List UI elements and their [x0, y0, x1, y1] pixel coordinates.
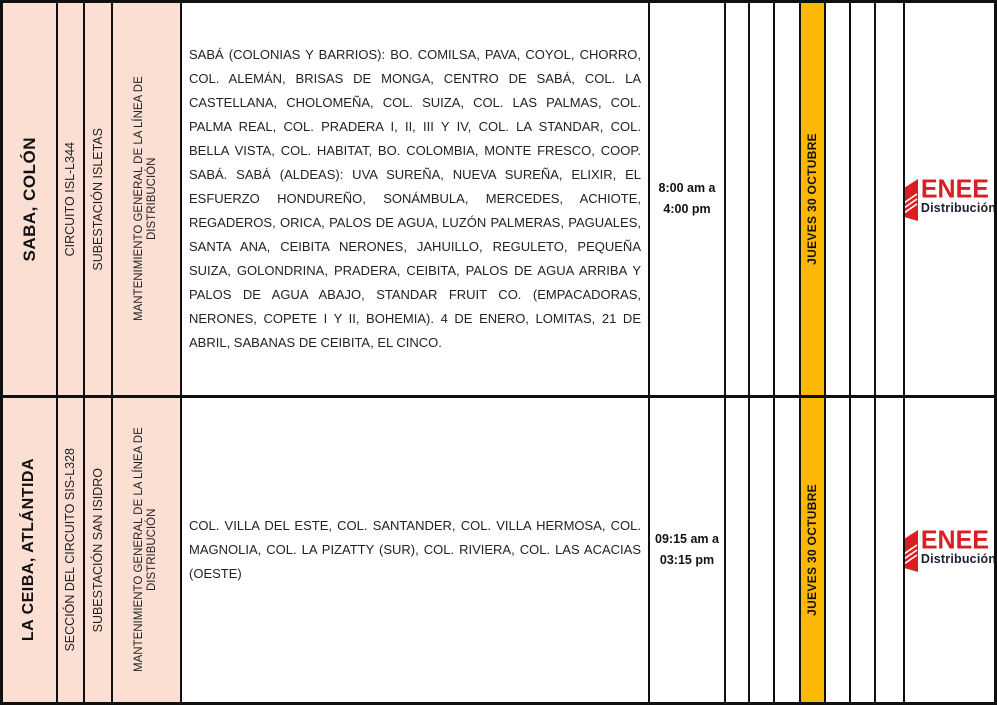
areas-text: COL. VILLA DEL ESTE, COL. SANTANDER, COL… — [189, 518, 641, 581]
circuit-cell: SECCIÓN DEL CIRCUITO SIS-L328 — [58, 398, 85, 702]
circuit-label: SECCIÓN DEL CIRCUITO SIS-L328 — [63, 448, 78, 652]
time-end: 03:15 pm — [659, 553, 715, 567]
enee-logo-mark-icon — [905, 179, 918, 221]
date-label: JUEVES 30 OCTUBRE — [804, 484, 819, 616]
date-label: JUEVES 30 OCTUBRE — [804, 133, 819, 265]
department-label: SABA, COLÓN — [19, 136, 39, 262]
enee-brand-text: ENEE — [920, 174, 989, 204]
enee-brand-text: ENEE — [920, 525, 989, 555]
department-cell: LA CEIBA, ATLÁNTIDA — [3, 398, 58, 702]
department-label: LA CEIBA, ATLÁNTIDA — [20, 458, 38, 642]
circuit-cell: CIRCUITO ISL-L344 — [58, 3, 85, 398]
enee-logo: ENEE Distribución — [905, 3, 994, 398]
spacer-cell — [876, 3, 905, 398]
work-type-label: MANTENIMIENTO GENERAL DE LA LÍNEA DE DIS… — [133, 427, 159, 673]
substation-label: SUBESTACIÓN ISLETAS — [90, 127, 105, 271]
spacer-cell — [750, 3, 775, 398]
work-type-cell: MANTENIMIENTO GENERAL DE LA LÍNEA DE DIS… — [113, 398, 182, 702]
enee-logo-mark-icon — [905, 530, 918, 572]
department-cell: SABA, COLÓN — [3, 3, 58, 398]
time-start: 09:15 am a — [655, 532, 719, 546]
time-start: 8:00 am a — [658, 181, 716, 195]
substation-cell: SUBESTACIÓN SAN ISIDRO — [85, 398, 113, 702]
enee-logo: ENEE Distribución — [905, 398, 994, 702]
substation-cell: SUBESTACIÓN ISLETAS — [85, 3, 113, 398]
time-cell: 8:00 am a 4:00 pm — [650, 3, 726, 398]
spacer-cell — [775, 3, 801, 398]
areas-cell: SABÁ (COLONIAS Y BARRIOS): BO. COMILSA, … — [182, 3, 650, 398]
spacer-cell — [851, 398, 876, 702]
spacer-cell — [726, 3, 750, 398]
spacer-cell — [826, 398, 851, 702]
spacer-cell — [750, 398, 775, 702]
spacer-cell — [775, 398, 801, 702]
areas-cell: COL. VILLA DEL ESTE, COL. SANTANDER, COL… — [182, 398, 650, 702]
areas-text: SABÁ (COLONIAS Y BARRIOS): BO. COMILSA, … — [189, 47, 641, 350]
work-type-label: MANTENIMIENTO GENERAL DE LA LÍNEA DE DIS… — [133, 76, 159, 322]
spacer-cell — [876, 398, 905, 702]
time-cell: 09:15 am a 03:15 pm — [650, 398, 726, 702]
time-end: 4:00 pm — [663, 202, 711, 216]
work-type-cell: MANTENIMIENTO GENERAL DE LA LÍNEA DE DIS… — [113, 3, 182, 398]
spacer-cell — [826, 3, 851, 398]
enee-division-text: Distribución — [920, 201, 994, 215]
circuit-label: CIRCUITO ISL-L344 — [63, 141, 78, 257]
substation-label: SUBESTACIÓN SAN ISIDRO — [90, 467, 105, 633]
enee-division-text: Distribución — [920, 552, 994, 566]
date-cell: JUEVES 30 OCTUBRE — [801, 398, 826, 702]
spacer-cell — [851, 3, 876, 398]
date-cell: JUEVES 30 OCTUBRE — [801, 3, 826, 398]
spacer-cell — [726, 398, 750, 702]
